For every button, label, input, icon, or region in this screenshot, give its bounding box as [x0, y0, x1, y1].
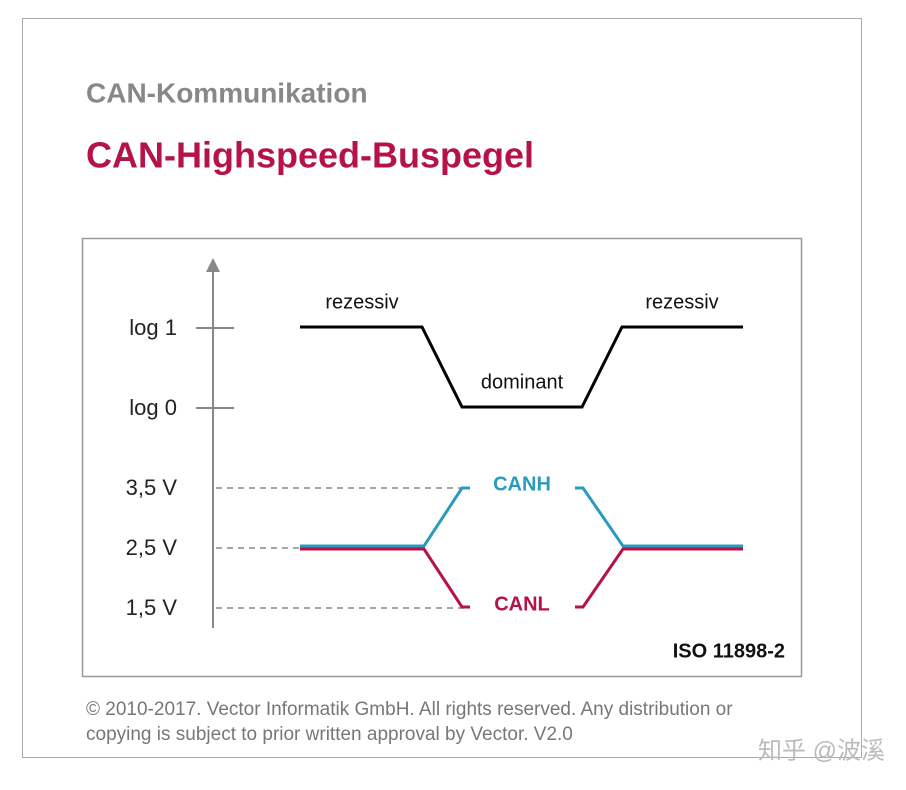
logic-label: rezessiv — [645, 291, 718, 313]
signal-label: CANH — [493, 473, 551, 495]
axis-label: 1,5 V — [126, 595, 178, 620]
canh-line — [300, 486, 470, 548]
subtitle: CAN-Kommunikation — [86, 77, 368, 108]
copyright: copying is subject to prior written appr… — [86, 724, 573, 745]
dashed-guides — [216, 487, 470, 609]
title: CAN-Highspeed-Buspegel — [86, 135, 534, 176]
logic-label: rezessiv — [325, 291, 398, 313]
signal-label: CANL — [494, 593, 550, 615]
diagram-frame — [81, 237, 803, 678]
canl-line — [575, 547, 743, 609]
axis-label: 2,5 V — [126, 535, 178, 560]
axis-label: log 1 — [129, 315, 177, 340]
standard-label: ISO 11898-2 — [673, 640, 785, 662]
axis — [196, 258, 234, 628]
canh-line — [575, 486, 743, 548]
canl-line — [300, 547, 470, 609]
watermark: 知乎 @波溪 — [758, 737, 885, 764]
axis-labels: log 1 log 0 3,5 V 2,5 V 1,5 V — [126, 315, 178, 620]
axis-label: 3,5 V — [126, 475, 178, 500]
logic-label: dominant — [481, 371, 564, 393]
axis-label: log 0 — [129, 395, 177, 420]
logic-signal — [300, 325, 743, 409]
copyright: © 2010-2017. Vector Informatik GmbH. All… — [86, 699, 733, 720]
